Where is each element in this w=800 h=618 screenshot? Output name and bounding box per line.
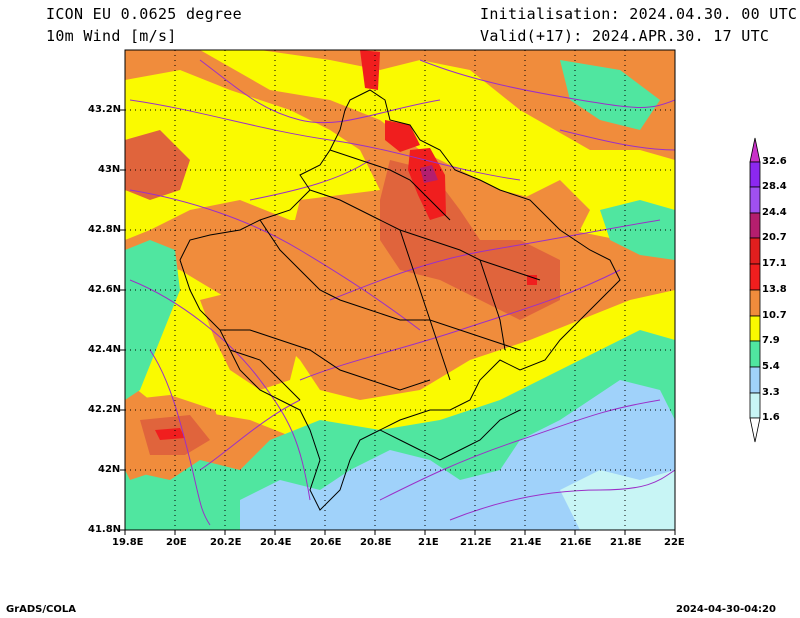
wind-field-darkred (420, 165, 438, 183)
lon-tick-label: 19.8E (112, 537, 144, 548)
lon-tick-label: 20.6E (310, 537, 342, 548)
colorbar-segment (749, 366, 761, 394)
colorbar-label: 24.4 (762, 207, 787, 218)
colorbar (749, 137, 761, 443)
colorbar-label: 32.6 (762, 156, 787, 167)
lat-tick-label: 42N (98, 464, 121, 475)
lon-tick-label: 20.4E (260, 537, 292, 548)
lat-tick-label: 43N (98, 164, 121, 175)
variable-title: 10m Wind [m/s] (46, 27, 177, 45)
wind-field-red (385, 120, 420, 152)
lon-tick-label: 21.4E (510, 537, 542, 548)
colorbar-segment (749, 392, 761, 419)
colorbar-label: 28.4 (762, 181, 787, 192)
lon-tick-label: 22E (664, 537, 685, 548)
gridlines (125, 50, 675, 530)
wind-field-red (527, 275, 537, 285)
footer-right: 2024-04-30-04:20 (676, 604, 776, 615)
wind-field-green (600, 200, 675, 260)
valid-time: Valid(+17): 2024.APR.30. 17 UTC (480, 27, 770, 45)
streamlines (129, 59, 675, 526)
colorbar-segment (749, 212, 761, 239)
lat-tick-label: 42.8N (88, 224, 122, 235)
lat-tick-label: 42.2N (88, 404, 122, 415)
wind-field-green (125, 240, 180, 400)
colorbar-label: 10.7 (762, 310, 787, 321)
colorbar-segment (749, 263, 761, 291)
model-title: ICON EU 0.0625 degree (46, 5, 242, 23)
colorbar-segment (749, 315, 761, 342)
colorbar-label: 1.6 (762, 412, 780, 423)
lon-tick-label: 20.2E (210, 537, 242, 548)
init-time: Initialisation: 2024.04.30. 00 UTC (480, 5, 798, 23)
colorbar-label: 17.1 (762, 258, 787, 269)
colorbar-top-arrow (749, 137, 761, 163)
colorbar-label: 3.3 (762, 387, 780, 398)
lon-tick-label: 20E (166, 537, 187, 548)
colorbar-segment (749, 340, 761, 368)
lon-tick-label: 21.8E (610, 537, 642, 548)
lon-tick-label: 21.6E (560, 537, 592, 548)
colorbar-label: 20.7 (762, 232, 787, 243)
colorbar-label: 13.8 (762, 284, 787, 295)
colorbar-segment (749, 186, 761, 214)
wind-field-yellow (125, 70, 380, 240)
wind-field-orange (470, 180, 590, 250)
lat-tick-label: 42.4N (88, 344, 122, 355)
lat-tick-label: 42.6N (88, 284, 122, 295)
lon-tick-label: 20.8E (360, 537, 392, 548)
wind-field-darkorange (125, 130, 190, 200)
footer-left: GrADS/COLA (6, 604, 76, 615)
colorbar-label: 7.9 (762, 335, 780, 346)
wind-field-red (155, 428, 185, 440)
colorbar-label: 5.4 (762, 361, 780, 372)
colorbar-segment (749, 237, 761, 265)
wind-field-red (408, 148, 446, 220)
lat-tick-label: 43.2N (88, 104, 122, 115)
colorbar-segment (749, 289, 761, 317)
colorbar-segment (749, 161, 761, 188)
lat-tick-label: 41.8N (88, 524, 122, 535)
wind-field-green (560, 60, 660, 130)
axis-ticks (120, 109, 676, 535)
colorbar-bottom-arrow (749, 417, 761, 443)
lon-tick-label: 21E (418, 537, 439, 548)
lon-tick-label: 21.2E (460, 537, 492, 548)
